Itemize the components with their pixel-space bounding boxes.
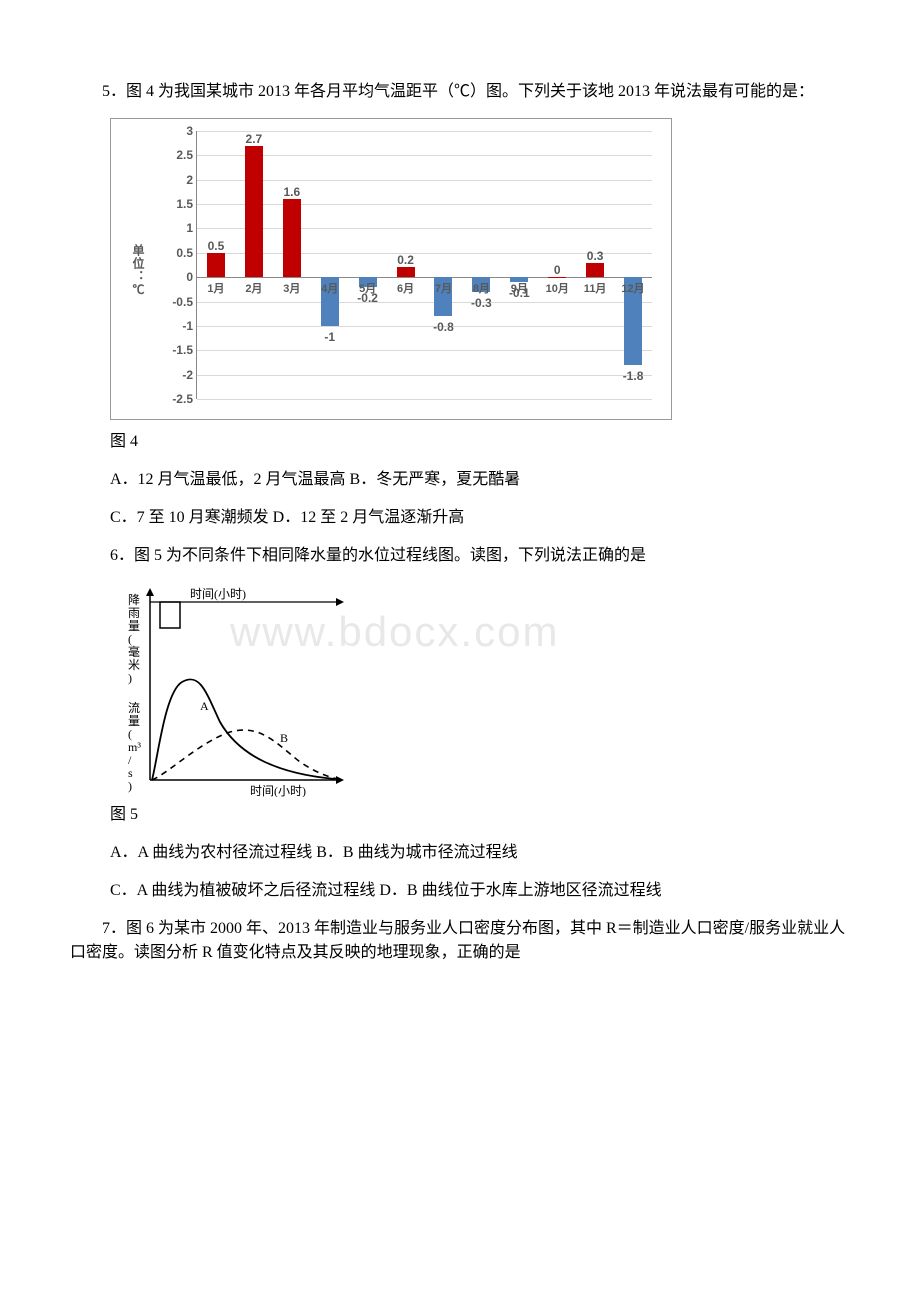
chart4-ytick: 2 [159, 171, 193, 189]
chart4-bar-label: -1.8 [623, 367, 644, 385]
figure-5-caption: 图 5 [110, 803, 850, 827]
chart4-ytick: -2.5 [159, 390, 193, 408]
chart4-bar [283, 199, 301, 277]
chart4-ytick: 1 [159, 219, 193, 237]
fig5-rain-label: 降雨量(毫米) [128, 593, 140, 685]
chart4-xlabel: 10月 [546, 281, 569, 298]
q6-option-c: C．A 曲线为植被破坏之后径流过程线 D．B 曲线位于水库上游地区径流过程线 [110, 879, 850, 903]
chart4-bar-label: 0.3 [587, 247, 604, 265]
chart4-xlabel: 3月 [283, 281, 300, 298]
chart4-ytick: 3 [159, 122, 193, 140]
chart4-ytick: 2.5 [159, 146, 193, 164]
chart4-xlabel: 2月 [245, 281, 262, 298]
chart4-xlabel: 5月 [359, 281, 376, 298]
chart4-ytitle: 单位：℃ [129, 244, 147, 296]
fig5-curve-a-label: A [200, 699, 209, 713]
chart4-bar [207, 253, 225, 277]
chart4-xlabel: 1月 [207, 281, 224, 298]
fig5-flow-label: 流量(m³/s) [128, 701, 141, 793]
q6-text: 6．图 5 为不同条件下相同降水量的水位过程线图。读图，下列说法正确的是 [110, 544, 850, 568]
chart4-xlabel: 11月 [584, 281, 607, 298]
chart4-bar-label: 1.6 [283, 183, 300, 201]
q7-text: 7．图 6 为某市 2000 年、2013 年制造业与服务业人口密度分布图，其中… [70, 917, 850, 965]
chart4-ytick: 0 [159, 268, 193, 286]
chart4-xlabel: 12月 [621, 281, 644, 298]
chart4-bar [245, 146, 263, 278]
chart4-xlabel: 8月 [473, 281, 490, 298]
q5-text: 5．图 4 为我国某城市 2013 年各月平均气温距平（℃）图。下列关于该地 2… [70, 80, 850, 104]
chart4-ytick: -0.5 [159, 293, 193, 311]
chart4-xlabel: 7月 [435, 281, 452, 298]
figure-4-caption: 图 4 [110, 430, 850, 454]
chart4-bar-label: 0.5 [208, 237, 225, 255]
chart4-bar-label: 0 [554, 261, 561, 279]
fig5-time-top: 时间(小时) [190, 587, 246, 601]
q6-option-a: A．A 曲线为农村径流过程线 B．B 曲线为城市径流过程线 [110, 841, 850, 865]
chart4-bar-label: -0.8 [433, 318, 454, 336]
chart4-ytick: 0.5 [159, 244, 193, 262]
chart4-bar [586, 263, 604, 278]
chart4-bar-label: 2.7 [246, 130, 263, 148]
chart4-ytick: -2 [159, 366, 193, 384]
chart4-xlabel: 4月 [321, 281, 338, 298]
chart4-bar-label: -1 [324, 328, 335, 346]
chart4-xlabel: 9月 [511, 281, 528, 298]
chart4-ytick: -1 [159, 317, 193, 335]
fig5-curve-b-label: B [280, 731, 288, 745]
q5-option-a: A．12 月气温最低，2 月气温最高 B．冬无严寒，夏无酷暑 [110, 468, 850, 492]
q5-option-c: C．7 至 10 月寒潮频发 D．12 至 2 月气温逐渐升高 [110, 506, 850, 530]
fig5-time-bottom: 时间(小时) [250, 784, 306, 797]
chart4-bar-label: 0.2 [397, 251, 414, 269]
chart4-ytick: -1.5 [159, 341, 193, 359]
chart4-xlabel: 6月 [397, 281, 414, 298]
chart4-ytick: 1.5 [159, 195, 193, 213]
figure-5: 降雨量(毫米) 流量(m³/s) 时间(小时) 时间(小时) A B [110, 582, 370, 797]
figure-4-chart: 单位：℃ -2.5 -2 -1.5 -1 -0.5 0 0.5 1 1.5 2 2.5 3 0.5 1月 2… [110, 118, 672, 420]
